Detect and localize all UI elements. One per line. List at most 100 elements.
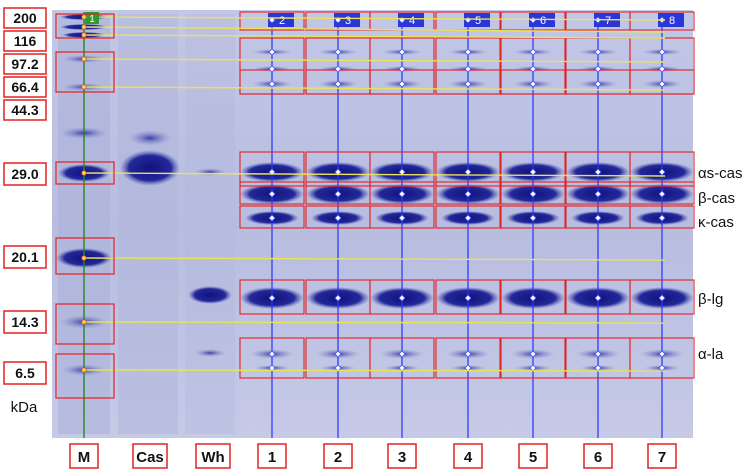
bottom-lane-label: Wh	[201, 449, 224, 466]
sample-lane-4: 5	[435, 11, 501, 438]
band-point	[658, 190, 666, 198]
detection-box	[435, 337, 501, 379]
bottom-lane-labels: M Cas Wh 1 2 3 4 5 6 7	[69, 443, 677, 469]
detection-box	[629, 337, 695, 379]
band-point	[334, 80, 342, 88]
band-point	[529, 350, 537, 358]
bottom-lane-label: 1	[268, 449, 276, 466]
lane-tag-number: 3	[345, 15, 351, 27]
marker-lane-tag-number: 1	[89, 14, 95, 25]
detection-box	[500, 181, 566, 205]
marker-lane-boxes	[55, 13, 115, 399]
bottom-lane-label: M	[78, 449, 91, 466]
detection-box	[239, 337, 305, 379]
band-point	[594, 80, 602, 88]
lane-tag-number: 2	[279, 15, 285, 27]
marker-lane-points	[81, 14, 87, 373]
sample-lane-2: 3	[305, 11, 371, 438]
band-label-b-cas: β-cas	[698, 190, 735, 207]
band-point	[594, 65, 602, 73]
detection-box	[239, 151, 305, 187]
band-label-b-lg: β-lg	[698, 291, 723, 308]
band-point	[398, 350, 406, 358]
detection-box	[369, 151, 435, 187]
bottom-label-box	[323, 443, 353, 469]
mw-unit-label: kDa	[11, 399, 38, 416]
sample-lane-5: 6	[500, 11, 566, 438]
bottom-label-box	[453, 443, 483, 469]
mw-label-66: 66.4	[11, 79, 38, 95]
detection-box	[369, 279, 435, 315]
detection-box	[500, 151, 566, 187]
detection-box	[435, 205, 501, 229]
band-point	[334, 214, 342, 222]
lane-tag	[334, 13, 360, 27]
bottom-lane-label: 4	[464, 449, 473, 466]
detection-box	[239, 205, 305, 229]
band-point	[658, 214, 666, 222]
band-point	[268, 65, 276, 73]
band-point	[594, 350, 602, 358]
band-point	[529, 65, 537, 73]
band-point	[398, 65, 406, 73]
band-point	[658, 48, 666, 56]
bottom-label-box	[518, 443, 548, 469]
band-point	[334, 350, 342, 358]
band-point	[464, 80, 472, 88]
lane-tag-number: 4	[409, 15, 415, 27]
lane-tag	[398, 13, 424, 27]
band-point	[529, 294, 537, 302]
detection-box	[369, 337, 435, 379]
bottom-label-box	[583, 443, 613, 469]
band-point	[268, 190, 276, 198]
lane-tag-number: 8	[669, 15, 675, 27]
band-point	[464, 350, 472, 358]
detection-box	[435, 279, 501, 315]
detection-box	[239, 181, 305, 205]
lane-tag-number: 7	[605, 15, 611, 27]
bottom-label-box	[257, 443, 287, 469]
bottom-lane-label: 3	[398, 449, 406, 466]
band-point	[594, 190, 602, 198]
band-point	[464, 65, 472, 73]
wh-lane-bands	[188, 168, 232, 357]
band-point	[658, 294, 666, 302]
mw-label-200: 200	[13, 10, 37, 26]
band-point	[658, 168, 666, 176]
sample-lane-7: 8	[629, 11, 695, 438]
mw-label-20: 20.1	[11, 249, 38, 265]
mw-label-116: 116	[14, 33, 37, 49]
mw-marker-labels: 200 116 97.2 66.4 44.3 29.0 20.1 14.3 6.…	[3, 7, 47, 416]
band-point	[658, 80, 666, 88]
detection-box	[500, 205, 566, 229]
band-point	[334, 190, 342, 198]
lane-tag	[268, 13, 294, 27]
detection-box	[435, 181, 501, 205]
detection-box	[369, 205, 435, 229]
lane-tag	[464, 13, 490, 27]
band-point	[334, 294, 342, 302]
detection-box	[500, 279, 566, 315]
band-point	[268, 80, 276, 88]
detection-box	[500, 337, 566, 379]
bottom-lane-label: 5	[529, 449, 537, 466]
mw-label-29: 29.0	[11, 166, 38, 182]
band-point	[268, 294, 276, 302]
band-point	[334, 48, 342, 56]
detection-box	[629, 279, 695, 315]
detection-box	[239, 279, 305, 315]
lane-tag	[658, 13, 684, 27]
band-point	[464, 48, 472, 56]
band-label-as-cas: αs-cas	[698, 165, 743, 182]
lane-tag-number: 5	[475, 15, 481, 27]
bottom-label-box	[195, 443, 231, 469]
detection-box	[629, 181, 695, 205]
mw-label-6: 6.5	[15, 365, 35, 381]
band-point	[334, 65, 342, 73]
detection-box	[629, 151, 695, 187]
band-labels: αs-cas β-cas κ-cas β-lg α-la	[698, 165, 743, 363]
band-point	[398, 294, 406, 302]
band-point	[398, 214, 406, 222]
bottom-lane-label: Cas	[136, 449, 164, 466]
